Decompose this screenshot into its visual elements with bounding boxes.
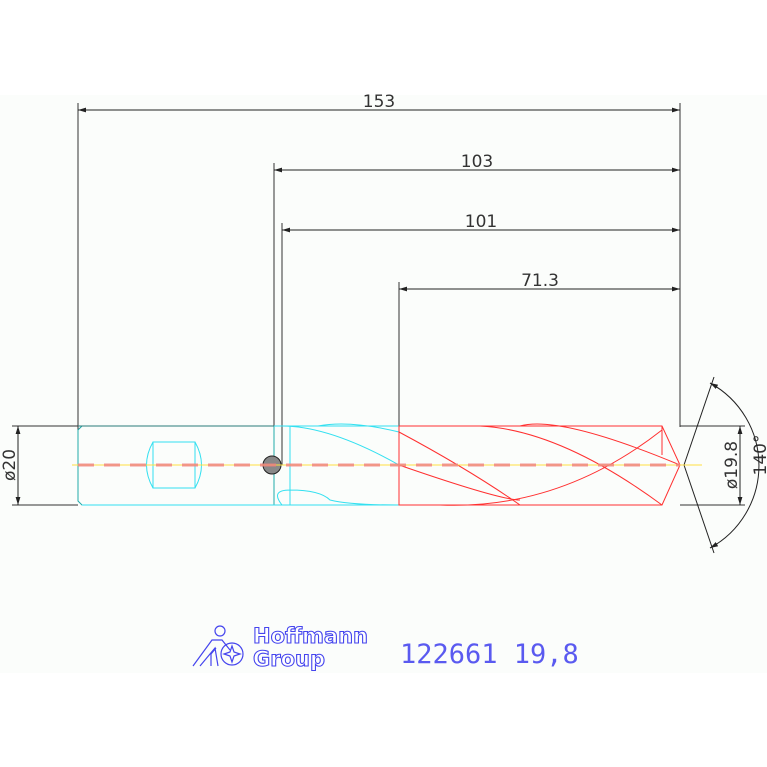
angle-dimension — [683, 376, 760, 554]
hoffmann-logo-icon — [192, 625, 244, 667]
dim-d20: ø20 — [0, 449, 20, 481]
dimension-lines — [15, 107, 743, 505]
dim-angle-140: 140° — [751, 435, 767, 476]
logo-group: Group — [253, 647, 325, 671]
dim-153: 153 — [363, 92, 395, 112]
drawing-sheet — [0, 95, 767, 673]
dim-103: 103 — [461, 152, 493, 172]
dim-101: 101 — [465, 212, 497, 232]
logo-hoffmann: Hoffmann — [253, 624, 368, 648]
dim-71-3: 71.3 — [521, 271, 559, 291]
dim-d19-8: ø19.8 — [722, 441, 742, 489]
extension-lines — [12, 103, 745, 506]
part-number: 122661 19,8 — [400, 639, 579, 670]
drill-cutting-section — [398, 423, 681, 506]
